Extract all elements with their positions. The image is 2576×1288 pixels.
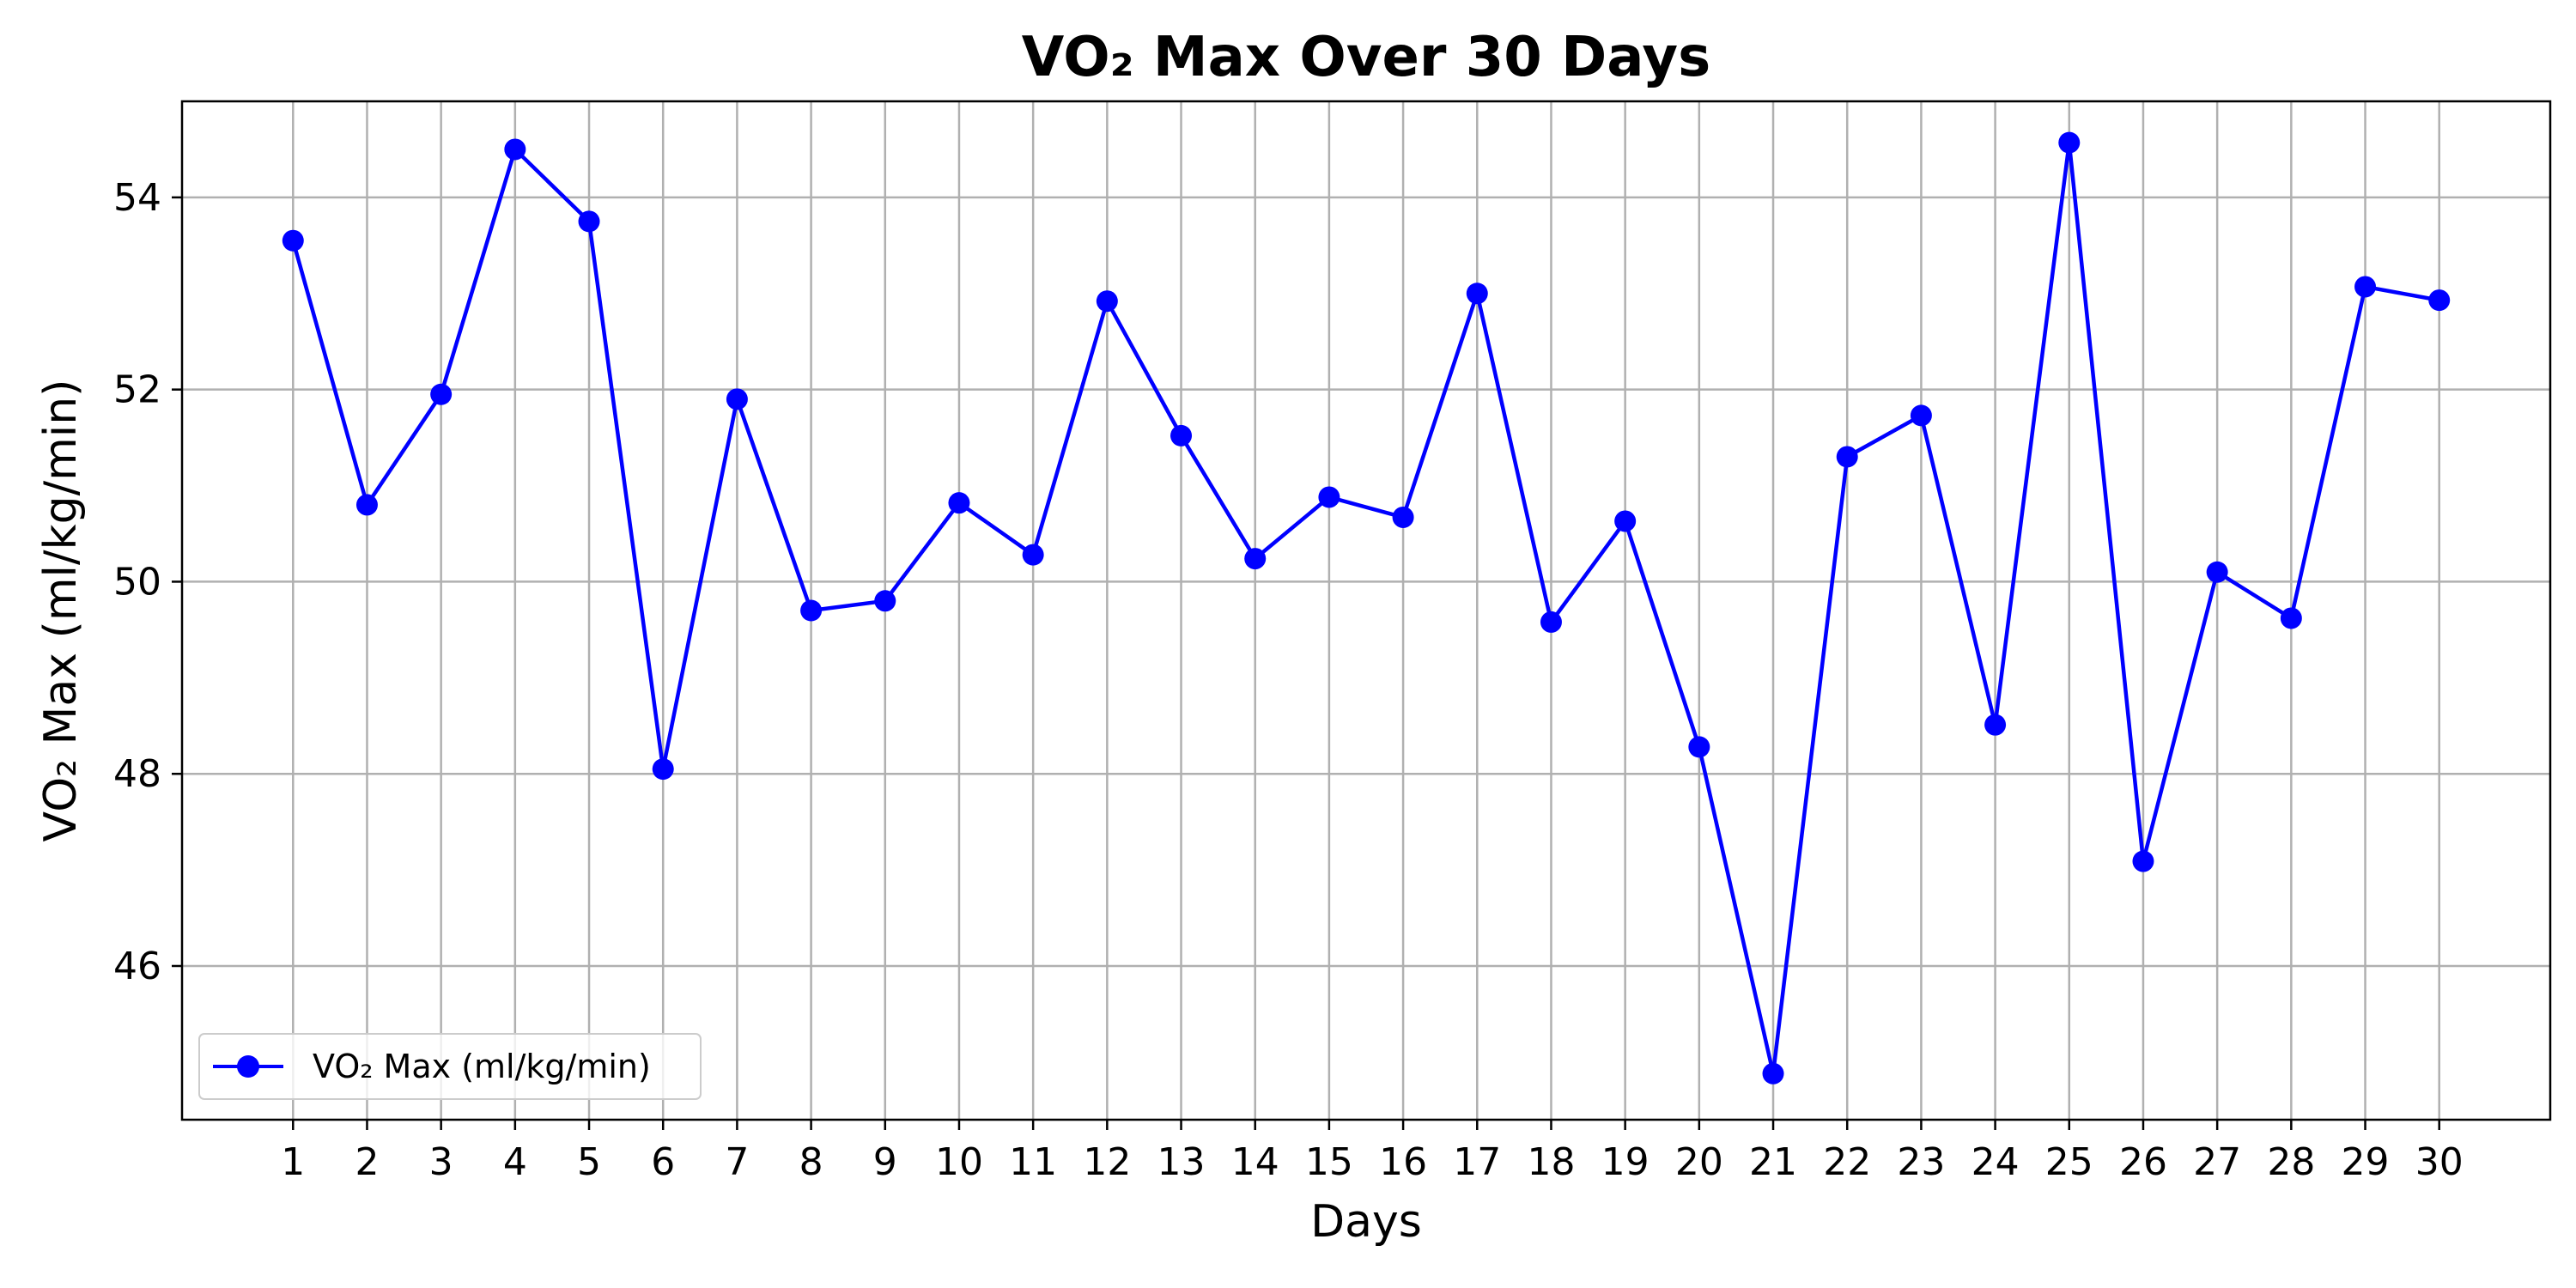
legend-box [198, 1033, 702, 1100]
x-tick-label: 6 [651, 1140, 675, 1184]
y-tick-label: 46 [113, 945, 161, 988]
x-tick-label: 28 [2267, 1140, 2315, 1184]
data-point [2206, 561, 2228, 583]
y-tick-label: 54 [113, 176, 161, 220]
x-tick-label: 3 [429, 1140, 453, 1184]
x-tick-label: 29 [2342, 1140, 2390, 1184]
x-tick-label: 17 [1453, 1140, 1501, 1184]
data-point [282, 229, 304, 252]
x-tick-label: 21 [1749, 1140, 1797, 1184]
data-point [1392, 506, 1414, 528]
legend-label: VO₂ Max (ml/kg/min) [313, 1048, 651, 1085]
ticks: 1 2 3 4 5 6 7 8 9 10 11 12 13 14 15 16 17 18 19 20 21 22 23 24 2… [113, 176, 2464, 1184]
x-tick-label: 11 [1009, 1140, 1057, 1184]
data-point [1022, 544, 1044, 566]
data-point [1762, 1062, 1784, 1084]
y-tick-label: 52 [113, 368, 161, 412]
x-tick-label: 26 [2119, 1140, 2167, 1184]
data-point [1096, 290, 1118, 313]
x-tick-label: 12 [1083, 1140, 1131, 1184]
x-tick-label: 2 [355, 1140, 379, 1184]
grid [182, 101, 2550, 1120]
y-axis-label: VO₂ Max (ml/kg/min) [35, 380, 87, 842]
x-tick-label: 19 [1601, 1140, 1649, 1184]
chart-title: VO₂ Max Over 30 Days [1022, 26, 1710, 89]
series-layer [282, 131, 2451, 1084]
data-point [2058, 131, 2081, 154]
data-point [1466, 283, 1488, 305]
x-axis-label: Days [1310, 1196, 1422, 1248]
x-tick-label: 14 [1231, 1140, 1279, 1184]
data-point [1170, 424, 1193, 447]
data-point [2280, 607, 2302, 629]
data-point [504, 138, 526, 161]
x-tick-label: 7 [725, 1140, 749, 1184]
data-point [1910, 404, 1932, 427]
x-tick-label: 16 [1379, 1140, 1427, 1184]
x-tick-label: 1 [281, 1140, 305, 1184]
data-point [726, 388, 748, 410]
x-tick-label: 5 [577, 1140, 601, 1184]
legend-marker-swatch [237, 1055, 259, 1078]
data-point [1688, 736, 1710, 758]
x-tick-label: 20 [1675, 1140, 1723, 1184]
series-line [291, 140, 2440, 1076]
data-point [578, 210, 600, 233]
data-point [355, 494, 378, 516]
y-tick-label: 48 [113, 752, 161, 796]
data-point [1836, 446, 1858, 468]
x-tick-label: 23 [1897, 1140, 1945, 1184]
x-tick-label: 15 [1305, 1140, 1353, 1184]
x-tick-label: 10 [935, 1140, 983, 1184]
x-tick-label: 30 [2415, 1140, 2464, 1184]
data-point [800, 599, 823, 622]
x-tick-label: 18 [1527, 1140, 1575, 1184]
data-point [2132, 850, 2154, 872]
y-tick-label: 50 [113, 560, 161, 604]
x-tick-label: 13 [1157, 1140, 1206, 1184]
legend: VO₂ Max (ml/kg/min) [198, 1033, 702, 1100]
x-tick-label: 4 [503, 1140, 527, 1184]
x-tick-label: 27 [2193, 1140, 2241, 1184]
x-tick-label: 24 [1971, 1140, 2020, 1184]
x-tick-label: 25 [2045, 1140, 2093, 1184]
data-point [2428, 289, 2451, 312]
data-point [874, 590, 896, 612]
data-point [948, 492, 970, 514]
x-tick-label: 8 [799, 1140, 823, 1184]
data-point [1318, 486, 1340, 508]
data-point [1540, 611, 1562, 633]
x-tick-label: 9 [873, 1140, 897, 1184]
data-point [1984, 714, 2007, 736]
data-point [652, 758, 674, 781]
x-tick-label: 22 [1823, 1140, 1871, 1184]
data-point [1244, 548, 1267, 570]
data-point [1614, 510, 1637, 532]
data-point [2354, 276, 2377, 298]
axes-frame [180, 100, 2552, 1121]
data-point [430, 383, 453, 405]
